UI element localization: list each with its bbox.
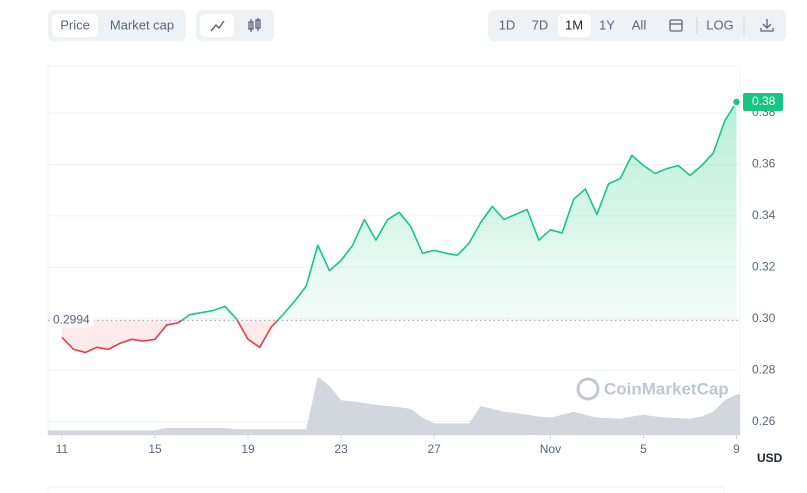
y-tick-label: 0.30 [752, 311, 776, 325]
range-button[interactable]: 1D [499, 17, 516, 32]
baseline-label: 0.2994 [53, 312, 90, 326]
log-button[interactable]: LOG [706, 17, 733, 32]
active-tab [52, 14, 98, 37]
download-icon[interactable] [760, 19, 774, 32]
price-tag: 0.38 [752, 94, 776, 108]
currency-label: USD [757, 451, 783, 465]
x-tick-label: 23 [334, 442, 348, 456]
y-tick-label: 0.26 [752, 414, 776, 428]
price-line [61, 101, 738, 354]
y-tick-label: 0.32 [752, 260, 776, 274]
x-tick-label: Nov [540, 442, 561, 456]
x-tick-label: 27 [427, 442, 441, 456]
watermark-logo [576, 377, 600, 401]
last-point [731, 97, 742, 107]
tab-price[interactable]: Price [60, 17, 90, 32]
volume-area [48, 377, 740, 435]
x-tick-label: 9 [733, 442, 740, 456]
navigator-frame [47, 486, 725, 493]
candle-icon[interactable] [248, 18, 261, 32]
x-tick-label: 19 [241, 442, 255, 456]
range-button[interactable]: All [632, 17, 647, 32]
range-button[interactable]: 1Y [599, 17, 615, 32]
calendar-icon[interactable] [669, 19, 683, 32]
line-icon[interactable] [210, 20, 225, 32]
x-tick-label: 5 [640, 442, 647, 456]
x-tick-label: 15 [148, 442, 162, 456]
watermark: CoinMarketCap [604, 379, 729, 398]
y-tick-label: 0.34 [752, 208, 776, 222]
x-tick-label: 11 [56, 442, 69, 456]
y-tick-label: 0.36 [752, 157, 776, 171]
active-range [558, 14, 591, 37]
baseline-label-bg [50, 311, 94, 328]
y-tick-label: 0.28 [752, 362, 776, 376]
price-tag-bg [743, 93, 783, 111]
range-button[interactable]: 7D [532, 17, 549, 32]
range-button[interactable]: 1M [565, 17, 583, 32]
price-area [61, 102, 737, 353]
tab-market-cap[interactable]: Market cap [110, 17, 174, 32]
